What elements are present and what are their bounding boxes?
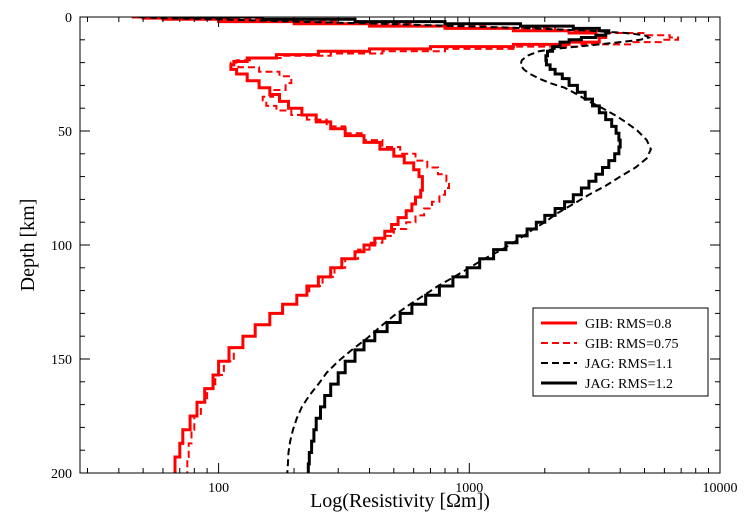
y-tick-label: 0	[65, 11, 72, 26]
x-axis-title: Log(Resistivity [Ωm])	[310, 490, 490, 512]
y-tick-label: 200	[51, 467, 72, 482]
series-layer	[131, 17, 679, 473]
y-axis-ticks: 0 50 100 150 200	[51, 11, 720, 482]
y-tick-label: 50	[58, 125, 72, 140]
y-tick-label: 100	[51, 239, 72, 254]
legend-label-3: JAG: RMS=1.2	[585, 377, 673, 392]
legend-label-1: GIB: RMS=0.75	[585, 337, 678, 352]
y-tick-label: 150	[51, 353, 72, 368]
legend-label-2: JAG: RMS=1.1	[585, 357, 673, 372]
series-line-2	[138, 17, 653, 473]
x-axis-ticks: 100 1000 10000	[87, 17, 738, 496]
series-line-3	[179, 17, 622, 473]
y-axis-title: Depth [km]	[17, 199, 39, 292]
x-tick-label: 100	[208, 481, 229, 496]
legend: GIB: RMS=0.8 GIB: RMS=0.75 JAG: RMS=1.1 JAG…	[532, 307, 709, 397]
series-line-1	[147, 17, 679, 473]
legend-label-0: GIB: RMS=0.8	[585, 317, 671, 332]
x-tick-label: 1000	[455, 481, 483, 496]
x-tick-label: 10000	[703, 481, 738, 496]
